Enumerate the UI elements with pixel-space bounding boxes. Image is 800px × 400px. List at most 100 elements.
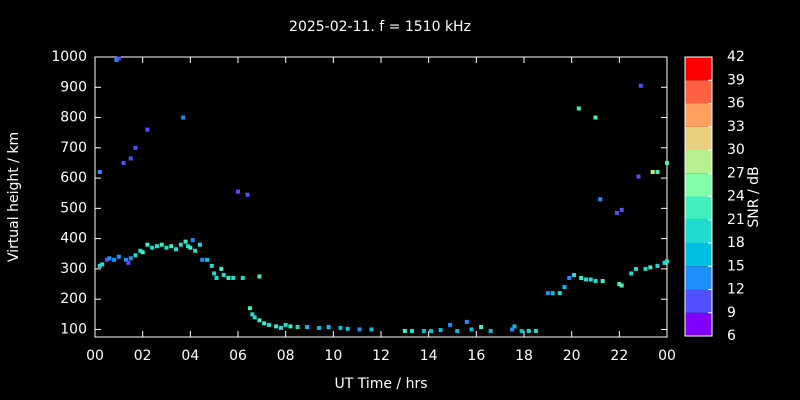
- x-tick-label: 14: [420, 348, 438, 364]
- point: [121, 160, 126, 165]
- colorbar-tick-label: 27: [727, 165, 745, 181]
- point: [159, 242, 164, 247]
- point: [638, 83, 643, 88]
- point: [326, 325, 331, 330]
- point: [138, 248, 143, 253]
- point: [257, 318, 262, 323]
- colorbar-tick-label: 30: [727, 142, 745, 158]
- colorbar-band: [685, 312, 712, 336]
- point: [464, 319, 469, 324]
- colorbar-tick-label: 39: [727, 72, 745, 88]
- point: [197, 242, 202, 247]
- point: [567, 275, 572, 280]
- point: [126, 260, 131, 265]
- point: [545, 291, 550, 296]
- colorbar-tick-label: 18: [727, 235, 745, 251]
- point: [512, 324, 517, 329]
- colorbar-band: [685, 266, 712, 290]
- colorbar-band: [685, 150, 712, 174]
- point: [226, 275, 231, 280]
- colorbar-tick-label: 12: [727, 282, 745, 298]
- point: [634, 266, 639, 271]
- point: [488, 328, 493, 333]
- colorbar-tick-label: 33: [727, 119, 745, 135]
- colorbar-tick-label: 42: [727, 49, 745, 65]
- point: [128, 156, 133, 161]
- point: [614, 210, 619, 215]
- y-tick-label: 800: [60, 110, 87, 126]
- point: [116, 254, 121, 259]
- y-tick-label: 300: [60, 261, 87, 277]
- point: [133, 145, 138, 150]
- colorbar-band: [685, 57, 712, 81]
- point: [629, 271, 634, 276]
- point: [188, 245, 193, 250]
- colorbar-tick-label: 9: [727, 305, 736, 321]
- point: [116, 56, 121, 61]
- point: [262, 321, 267, 326]
- point: [104, 257, 109, 262]
- x-tick-label: 10: [324, 348, 342, 364]
- point: [662, 260, 667, 265]
- point: [257, 274, 262, 279]
- point: [114, 58, 119, 63]
- plot-frame: [94, 56, 668, 338]
- point: [469, 327, 474, 332]
- point: [212, 271, 217, 276]
- point: [665, 259, 669, 264]
- point: [617, 282, 622, 287]
- point: [231, 275, 236, 280]
- point: [357, 327, 362, 332]
- point: [619, 207, 624, 212]
- point: [421, 328, 426, 333]
- x-tick-label: 00: [86, 348, 104, 364]
- point: [619, 283, 624, 288]
- point: [448, 322, 453, 327]
- point: [245, 192, 250, 197]
- point: [150, 245, 155, 250]
- point: [205, 257, 210, 262]
- x-tick-label: 04: [181, 348, 199, 364]
- y-tick-label: 100: [60, 321, 87, 337]
- point: [526, 328, 531, 333]
- point: [221, 272, 226, 277]
- x-tick-label: 02: [134, 348, 152, 364]
- point: [185, 244, 190, 249]
- x-tick-label: 08: [277, 348, 295, 364]
- point: [140, 250, 145, 255]
- point: [145, 242, 150, 247]
- point: [283, 322, 288, 327]
- y-tick-label: 700: [60, 140, 87, 156]
- y-tick-label: 400: [60, 231, 87, 247]
- x-tick-label: 12: [372, 348, 390, 364]
- x-tick-label: 20: [563, 348, 581, 364]
- x-tick-label: 22: [610, 348, 628, 364]
- colorbar-band: [685, 80, 712, 104]
- colorbar-tick-label: 24: [727, 189, 745, 205]
- point: [650, 170, 655, 175]
- point: [665, 160, 669, 165]
- point: [169, 244, 174, 249]
- colorbar-tick-label: 36: [727, 96, 745, 112]
- point: [655, 263, 660, 268]
- point: [288, 324, 293, 329]
- point: [247, 306, 252, 311]
- point: [550, 291, 555, 296]
- point: [648, 265, 653, 270]
- colorbar-tick-label: 15: [727, 258, 745, 274]
- point: [643, 266, 648, 271]
- colorbar-band: [685, 289, 712, 313]
- point: [317, 325, 322, 330]
- point: [154, 244, 159, 249]
- point: [250, 312, 255, 317]
- point: [112, 257, 117, 262]
- point: [305, 325, 310, 330]
- y-tick-label: 200: [60, 291, 87, 307]
- point: [97, 263, 102, 268]
- colorbar-band: [685, 103, 712, 127]
- point: [655, 170, 660, 175]
- colorbar-tick-label: 6: [727, 328, 736, 344]
- point: [576, 106, 581, 111]
- point: [107, 256, 112, 261]
- point: [598, 197, 603, 202]
